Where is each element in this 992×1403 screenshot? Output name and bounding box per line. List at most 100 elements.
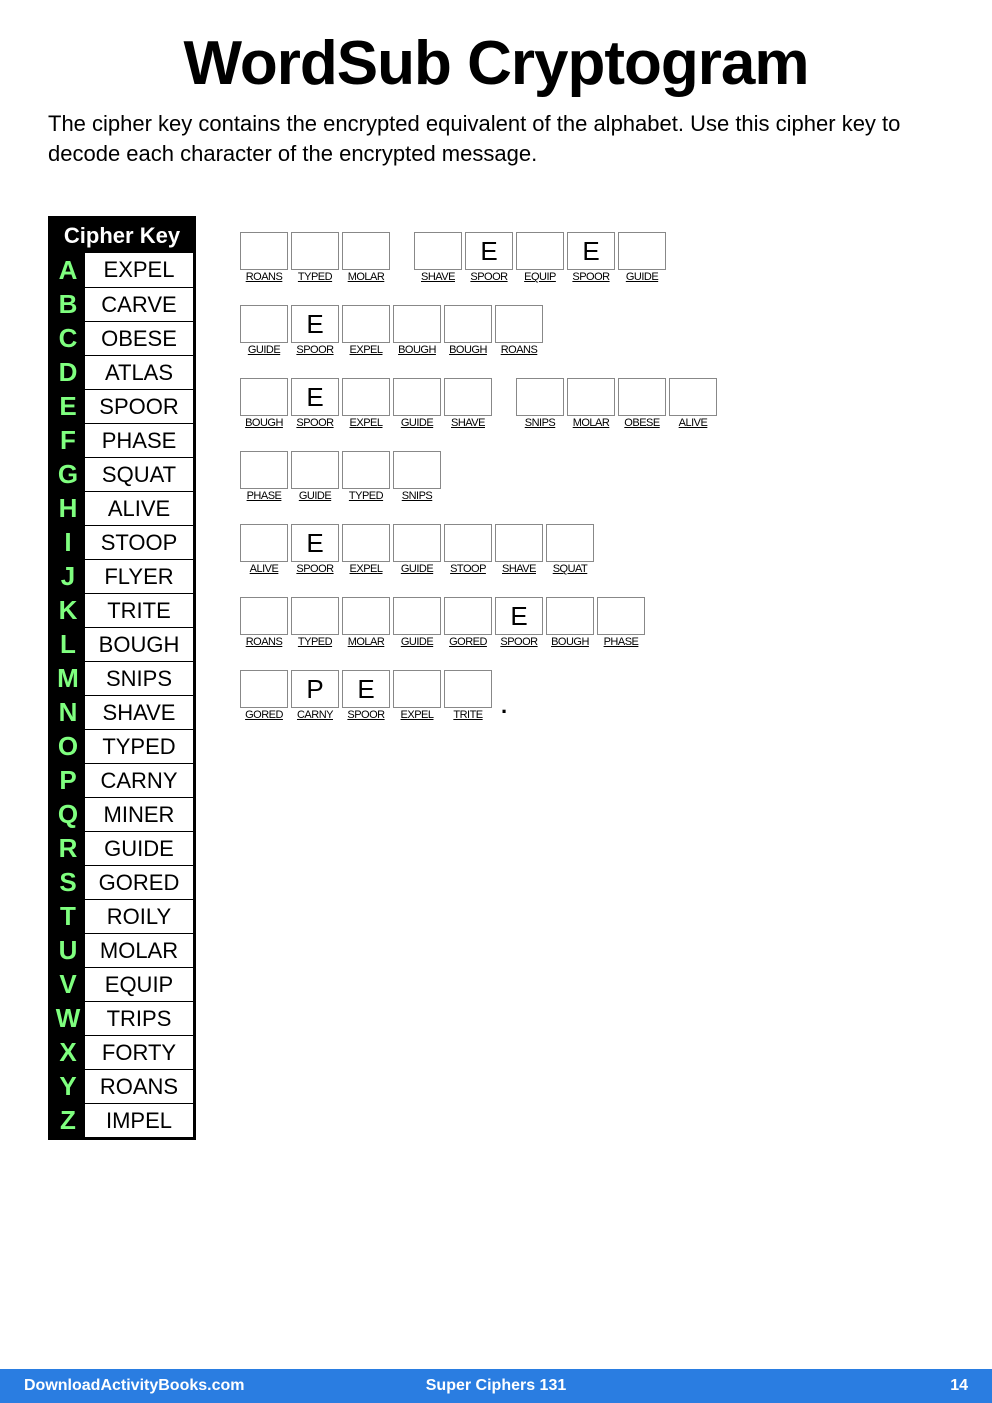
answer-box[interactable] [444, 670, 492, 708]
answer-box[interactable] [291, 232, 339, 270]
cipher-letter: U [51, 933, 85, 967]
answer-box[interactable] [495, 305, 543, 343]
cipher-word: CARNY [85, 763, 193, 797]
cipher-row: DATLAS [51, 355, 193, 389]
answer-box[interactable] [240, 524, 288, 562]
puzzle-cell: TYPED [342, 451, 390, 502]
cipher-row: GSQUAT [51, 457, 193, 491]
answer-box[interactable]: E [495, 597, 543, 635]
answer-box[interactable] [240, 451, 288, 489]
answer-box[interactable] [414, 232, 462, 270]
puzzle-cell: GUIDE [240, 305, 288, 356]
answer-box[interactable] [444, 378, 492, 416]
puzzle-cell: ALIVE [240, 524, 288, 575]
puzzle-cell: PCARNY [291, 670, 339, 721]
punctuation: . [495, 683, 513, 721]
cipher-row: ESPOOR [51, 389, 193, 423]
answer-box[interactable] [393, 670, 441, 708]
puzzle-line: GOREDPCARNYESPOOREXPELTRITE. [240, 670, 944, 721]
cipher-letter: J [51, 559, 85, 593]
cipher-row: HALIVE [51, 491, 193, 525]
footer-center: Super Ciphers 131 [339, 1377, 654, 1395]
cipher-word: MOLAR [85, 933, 193, 967]
answer-box[interactable] [546, 524, 594, 562]
answer-box[interactable] [393, 524, 441, 562]
cipher-key-table: Cipher Key AEXPELBCARVECOBESEDATLASESPOO… [48, 216, 196, 1140]
answer-box[interactable] [291, 451, 339, 489]
answer-box[interactable] [669, 378, 717, 416]
cipher-letter: Q [51, 797, 85, 831]
puzzle-cell: STOOP [444, 524, 492, 575]
answer-box[interactable] [342, 232, 390, 270]
answer-box[interactable] [618, 232, 666, 270]
answer-box[interactable]: E [465, 232, 513, 270]
answer-box[interactable] [546, 597, 594, 635]
answer-box[interactable] [618, 378, 666, 416]
answer-box[interactable] [342, 378, 390, 416]
cipher-word: ROILY [85, 899, 193, 933]
puzzle-cell: ESPOOR [291, 305, 339, 356]
answer-box[interactable]: E [291, 378, 339, 416]
puzzle-cell: GUIDE [291, 451, 339, 502]
answer-box[interactable] [240, 597, 288, 635]
answer-box[interactable]: E [342, 670, 390, 708]
puzzle-line: ROANSTYPEDMOLARSHAVEESPOOREQUIPESPOORGUI… [240, 232, 944, 283]
answer-box[interactable] [444, 305, 492, 343]
answer-box[interactable] [291, 597, 339, 635]
answer-box[interactable] [240, 232, 288, 270]
code-label: TYPED [291, 271, 339, 283]
cipher-word: ATLAS [85, 355, 193, 389]
code-label: EXPEL [342, 417, 390, 429]
cipher-row: OTYPED [51, 729, 193, 763]
puzzle-cell: SHAVE [495, 524, 543, 575]
code-label: ROANS [240, 636, 288, 648]
answer-box[interactable] [240, 305, 288, 343]
answer-box[interactable] [516, 232, 564, 270]
cipher-word: ROANS [85, 1069, 193, 1103]
puzzle-cell: EXPEL [393, 670, 441, 721]
answer-box[interactable] [342, 305, 390, 343]
cipher-row: JFLYER [51, 559, 193, 593]
answer-box[interactable] [495, 524, 543, 562]
puzzle-cell: BOUGH [393, 305, 441, 356]
answer-box[interactable] [393, 378, 441, 416]
code-label: EXPEL [393, 709, 441, 721]
answer-box[interactable] [444, 597, 492, 635]
answer-box[interactable] [240, 378, 288, 416]
answer-box[interactable] [240, 670, 288, 708]
puzzle-cell: ESPOOR [291, 524, 339, 575]
code-label: ALIVE [240, 563, 288, 575]
answer-box[interactable]: P [291, 670, 339, 708]
answer-box[interactable] [597, 597, 645, 635]
cipher-row: RGUIDE [51, 831, 193, 865]
code-label: SHAVE [444, 417, 492, 429]
cipher-word: FLYER [85, 559, 193, 593]
answer-box[interactable] [567, 378, 615, 416]
code-label: TYPED [291, 636, 339, 648]
answer-box[interactable]: E [567, 232, 615, 270]
puzzle-cell: EXPEL [342, 305, 390, 356]
cipher-word: GORED [85, 865, 193, 899]
puzzle-line: PHASEGUIDETYPEDSNIPS [240, 451, 944, 502]
answer-box[interactable]: E [291, 305, 339, 343]
answer-box[interactable] [393, 305, 441, 343]
puzzle-cell: OBESE [618, 378, 666, 429]
puzzle-cell: BOUGH [444, 305, 492, 356]
answer-box[interactable] [342, 597, 390, 635]
answer-box[interactable] [516, 378, 564, 416]
answer-box[interactable] [393, 597, 441, 635]
cipher-letter: B [51, 287, 85, 321]
cipher-row: PCARNY [51, 763, 193, 797]
code-label: BOUGH [393, 344, 441, 356]
answer-box[interactable] [342, 451, 390, 489]
puzzle-cell: TYPED [291, 232, 339, 283]
answer-box[interactable] [444, 524, 492, 562]
cipher-letter: F [51, 423, 85, 457]
cipher-row: FPHASE [51, 423, 193, 457]
code-label: SNIPS [516, 417, 564, 429]
answer-box[interactable] [342, 524, 390, 562]
answer-box[interactable] [393, 451, 441, 489]
answer-box[interactable]: E [291, 524, 339, 562]
code-label: SHAVE [495, 563, 543, 575]
puzzle-cell: ESPOOR [342, 670, 390, 721]
